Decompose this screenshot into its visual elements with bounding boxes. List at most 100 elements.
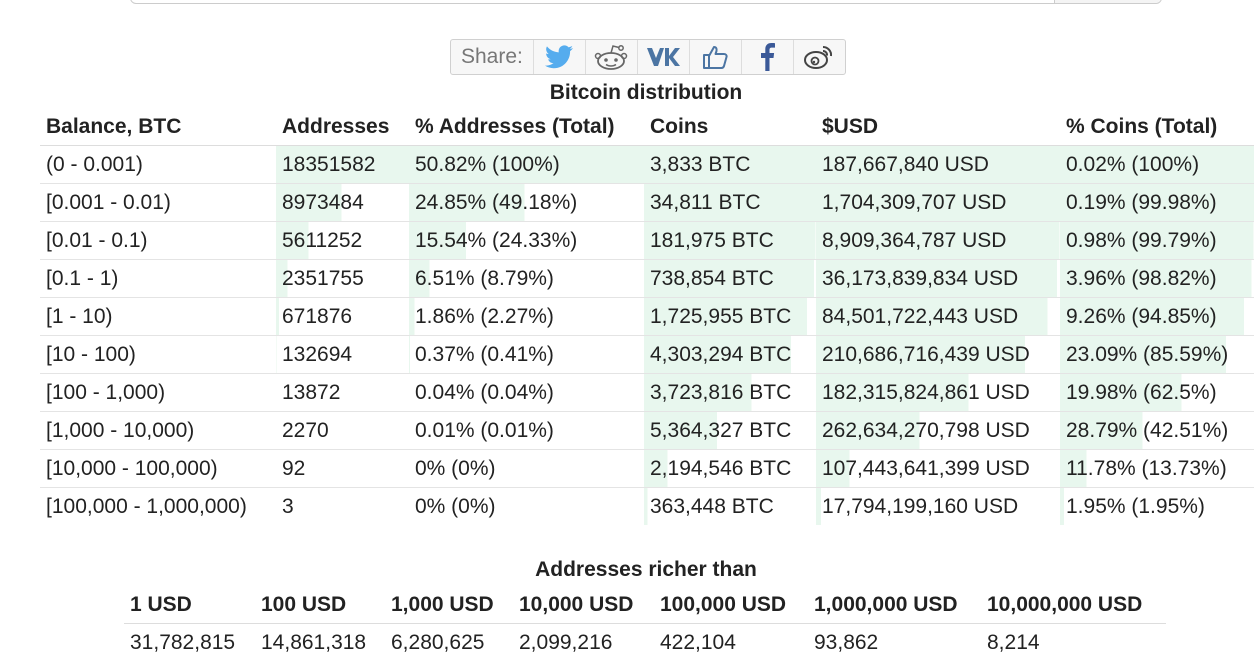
addresses-cell: 8973484 — [276, 183, 409, 222]
search-button[interactable] — [1054, 0, 1161, 3]
share-bar: Share: — [450, 39, 846, 75]
pct-addresses-cell: 1.86% (2.27%) — [409, 297, 644, 336]
header-pct-coins: % Coins (Total) — [1060, 109, 1254, 146]
table-row: [100 - 1,000) 13872 0.04% (0.04%) 3,723,816… — [40, 373, 1254, 412]
table-row: 31,782,815 14,861,318 6,280,625 2,099,21… — [124, 624, 1166, 663]
like-icon — [703, 46, 728, 69]
balance-cell: [0.001 - 0.01) — [40, 183, 276, 222]
balance-cell: (0 - 0.001) — [46, 152, 143, 176]
reddit-share-button[interactable] — [586, 40, 638, 74]
table-row: (0 - 0.001) 18351582 50.82% (100%) 3,833 BT… — [40, 145, 1254, 184]
coins-cell: 181,975 BTC — [644, 221, 816, 260]
richer-value: 8,214 — [987, 631, 1040, 654]
table-row: [10,000 - 100,000) 92 0% (0%) 2,194,546 BTC… — [40, 449, 1254, 488]
coins-cell: 34,811 BTC — [644, 183, 816, 222]
pct-addresses-cell: 0% (0%) — [409, 487, 644, 525]
weibo-share-button[interactable] — [794, 40, 845, 74]
distribution-table: Balance, BTC Addresses % Addresses (Tota… — [40, 109, 1254, 525]
coins-cell: 3,723,816 BTC — [644, 373, 816, 412]
pct-coins-cell: 1.95% (1.95%) — [1060, 487, 1254, 525]
header-1-usd: 1 USD — [124, 587, 255, 624]
pct-coins-cell: 0.02% (100%) — [1060, 145, 1254, 184]
coins-cell: 1,725,955 BTC — [644, 297, 816, 336]
header-100-usd: 100 USD — [255, 587, 385, 624]
pct-addresses-cell: 6.51% (8.79%) — [409, 259, 644, 298]
richer-value: 422,104 — [660, 631, 736, 654]
balance-cell: [10 - 100) — [40, 335, 276, 374]
coins-cell: 4,303,294 BTC — [644, 335, 816, 374]
addresses-cell: 132694 — [276, 335, 409, 374]
table-row: [100,000 - 1,000,000) 3 0% (0%) 363,448 BTC… — [40, 487, 1254, 525]
richer-value: 2,099,216 — [519, 631, 613, 654]
twitter-icon — [545, 45, 574, 69]
usd-cell: 36,173,839,834 USD — [816, 259, 1060, 298]
addresses-cell: 2270 — [276, 411, 409, 450]
pct-coins-cell: 28.79% (42.51%) — [1060, 411, 1254, 450]
coins-cell: 3,833 BTC — [644, 145, 816, 184]
richer-title: Addresses richer than — [535, 558, 757, 581]
header-coins: Coins — [644, 109, 816, 146]
balance-cell: [0.01 - 0.1) — [40, 221, 276, 260]
pct-coins-cell: 11.78% (13.73%) — [1060, 449, 1254, 488]
header-usd: $USD — [816, 109, 1060, 146]
header-balance: Balance, BTC — [40, 109, 276, 146]
usd-cell: 1,704,309,707 USD — [816, 183, 1060, 222]
coins-cell: 363,448 BTC — [644, 487, 816, 525]
pct-coins-cell: 9.26% (94.85%) — [1060, 297, 1254, 336]
addresses-cell: 13872 — [276, 373, 409, 412]
richer-table: 1 USD 100 USD 1,000 USD 10,000 USD 100,0… — [124, 587, 1166, 662]
table-row: [0.1 - 1) 2351755 6.51% (8.79%) 738,854 BTC… — [40, 259, 1254, 298]
table-header-row: Balance, BTC Addresses % Addresses (Tota… — [40, 109, 1254, 146]
addresses-cell: 18351582 — [276, 145, 409, 184]
pct-coins-cell: 0.19% (99.98%) — [1060, 183, 1254, 222]
search-bar[interactable] — [130, 0, 1162, 4]
balance-cell: [100 - 1,000) — [40, 373, 276, 412]
weibo-icon — [804, 45, 833, 69]
header-pct-addresses: % Addresses (Total) — [409, 109, 644, 146]
reddit-icon — [595, 45, 628, 70]
pct-addresses-cell: 0% (0%) — [409, 449, 644, 488]
table-row: [1 - 10) 671876 1.86% (2.27%) 1,725,955 BTC… — [40, 297, 1254, 336]
addresses-cell: 671876 — [276, 297, 409, 336]
usd-cell: 8,909,364,787 USD — [816, 221, 1060, 260]
usd-cell: 84,501,722,443 USD — [816, 297, 1060, 336]
vk-icon — [647, 48, 681, 66]
usd-cell: 187,667,840 USD — [816, 145, 1060, 184]
share-label: Share: — [451, 40, 534, 74]
richer-value: 93,862 — [814, 631, 879, 654]
addresses-cell: 3 — [276, 487, 409, 525]
like-share-button[interactable] — [690, 40, 742, 74]
coins-cell: 738,854 BTC — [644, 259, 816, 298]
vk-share-button[interactable] — [638, 40, 690, 74]
header-10000000-usd: 10,000,000 USD — [981, 587, 1166, 624]
richer-value: 6,280,625 — [391, 631, 485, 654]
facebook-share-button[interactable] — [742, 40, 794, 74]
header-10000-usd: 10,000 USD — [513, 587, 654, 624]
pct-addresses-cell: 50.82% (100%) — [409, 145, 644, 184]
pct-addresses-cell: 0.04% (0.04%) — [409, 373, 644, 412]
coins-cell: 2,194,546 BTC — [644, 449, 816, 488]
pct-coins-cell: 23.09% (85.59%) — [1060, 335, 1254, 374]
pct-coins-cell: 0.98% (99.79%) — [1060, 221, 1254, 260]
usd-cell: 17,794,199,160 USD — [816, 487, 1060, 525]
addresses-cell: 5611252 — [276, 221, 409, 260]
table-row: [1,000 - 10,000) 2270 0.01% (0.01%) 5,364,3… — [40, 411, 1254, 450]
balance-cell: [0.1 - 1) — [40, 259, 276, 298]
pct-coins-cell: 3.96% (98.82%) — [1060, 259, 1254, 298]
balance-cell: [10,000 - 100,000) — [40, 449, 276, 488]
header-100000-usd: 100,000 USD — [654, 587, 808, 624]
facebook-icon — [761, 43, 776, 71]
addresses-cell: 92 — [276, 449, 409, 488]
pct-addresses-cell: 0.37% (0.41%) — [409, 335, 644, 374]
usd-cell: 262,634,270,798 USD — [816, 411, 1060, 450]
table-row: [0.01 - 0.1) 5611252 15.54% (24.33%) 181,97… — [40, 221, 1254, 260]
balance-cell: [1,000 - 10,000) — [40, 411, 276, 450]
table-row: [0.001 - 0.01) 8973484 24.85% (49.18%) 34,8… — [40, 183, 1254, 222]
pct-addresses-cell: 15.54% (24.33%) — [409, 221, 644, 260]
table-row: [10 - 100) 132694 0.37% (0.41%) 4,303,294 B… — [40, 335, 1254, 374]
distribution-title: Bitcoin distribution — [549, 81, 743, 104]
richer-value: 14,861,318 — [261, 631, 367, 654]
balance-cell: [1 - 10) — [40, 297, 276, 336]
richer-value: 31,782,815 — [130, 631, 236, 654]
twitter-share-button[interactable] — [534, 40, 586, 74]
